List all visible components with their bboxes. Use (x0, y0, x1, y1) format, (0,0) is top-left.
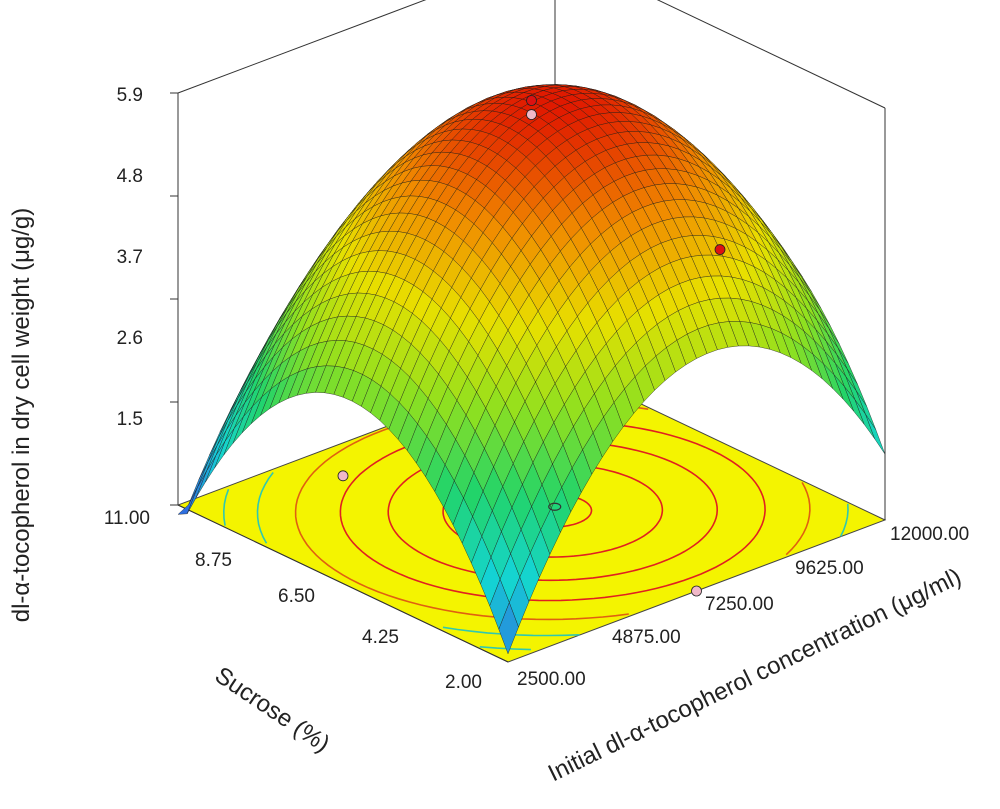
floor-point (548, 502, 562, 511)
contour-line (256, 472, 274, 544)
y-tick-label: 6.50 (278, 586, 315, 607)
z-tick-label: 1.5 (117, 409, 143, 430)
y-axis-ticks: 2.00 4.25 6.50 8.75 11.00 (104, 508, 482, 693)
z-tick-label: 3.7 (117, 247, 143, 268)
contour-line (839, 503, 849, 537)
x-tick-label: 9625.00 (795, 558, 864, 579)
y-tick-label: 4.25 (362, 627, 399, 648)
contour-line (479, 646, 531, 651)
x-tick-label: 2500.00 (517, 669, 586, 690)
y-axis-title: Sucrose (%) (210, 662, 335, 758)
x-tick-label: 4875.00 (612, 627, 681, 648)
z-tick-label: 2.6 (117, 328, 143, 349)
x-tick-label: 12000.00 (890, 524, 969, 545)
x-tick-label: 7250.00 (705, 594, 774, 615)
design-points (337, 95, 726, 597)
y-tick-label: 2.00 (445, 672, 482, 693)
design-point (337, 470, 349, 482)
y-tick-label: 11.00 (104, 508, 150, 529)
frame-edge (656, 0, 886, 109)
design-point (526, 109, 537, 120)
z-tick-label: 5.9 (117, 85, 143, 106)
contour-line (785, 482, 811, 556)
surface-cell (196, 455, 217, 498)
contour-line (222, 489, 230, 526)
design-point (714, 244, 726, 255)
x-axis-ticks: 2500.00 4875.00 7250.00 9625.00 12000.00 (517, 524, 969, 690)
z-axis-title: dl-α-tocopherol in dry cell weight (μg/g… (8, 208, 35, 623)
frame-edge (177, 0, 427, 94)
design-point (691, 585, 702, 597)
z-tick-label: 4.8 (117, 166, 143, 187)
z-axis-ticks: 1.5 2.6 3.7 4.8 5.9 (117, 85, 143, 430)
response-surface (177, 84, 886, 655)
y-tick-label: 8.75 (195, 550, 232, 571)
design-point (526, 95, 537, 106)
surface-cell (498, 601, 519, 655)
frame-edge (177, 504, 509, 663)
surface-cell (865, 413, 886, 455)
